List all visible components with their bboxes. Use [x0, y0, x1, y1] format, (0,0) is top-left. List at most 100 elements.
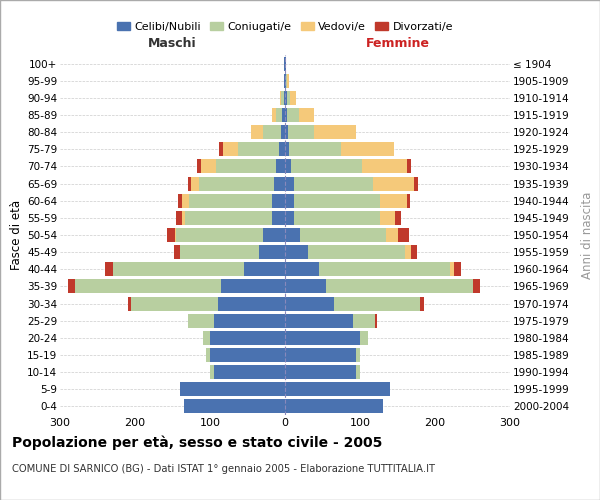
Bar — [210, 348, 285, 362]
Bar — [319, 262, 450, 276]
Bar — [184, 400, 285, 413]
Bar — [380, 194, 407, 207]
Bar — [386, 228, 398, 242]
Bar — [187, 176, 191, 190]
Bar — [285, 56, 286, 70]
Text: Popolazione per età, sesso e stato civile - 2005: Popolazione per età, sesso e stato civil… — [12, 436, 382, 450]
Bar — [285, 331, 360, 345]
Bar — [289, 142, 341, 156]
Bar — [105, 262, 113, 276]
Bar — [271, 194, 285, 207]
Bar — [223, 142, 238, 156]
Bar — [75, 280, 221, 293]
Bar — [285, 382, 390, 396]
Bar — [285, 400, 383, 413]
Bar — [299, 108, 314, 122]
Bar — [182, 194, 189, 207]
Bar — [128, 296, 131, 310]
Bar — [113, 262, 244, 276]
Bar — [185, 211, 271, 225]
Bar — [67, 280, 75, 293]
Bar — [197, 160, 201, 173]
Bar — [174, 245, 180, 259]
Bar — [420, 296, 424, 310]
Bar — [182, 211, 185, 225]
Bar — [291, 160, 362, 173]
Bar — [285, 296, 334, 310]
Bar — [244, 262, 285, 276]
Bar — [285, 348, 356, 362]
Bar — [284, 91, 285, 105]
Bar — [180, 245, 259, 259]
Bar — [131, 296, 218, 310]
Bar — [285, 160, 291, 173]
Bar — [353, 314, 375, 328]
Bar — [285, 211, 294, 225]
Text: COMUNE DI SARNICO (BG) - Dati ISTAT 1° gennaio 2005 - Elaborazione TUTTITALIA.IT: COMUNE DI SARNICO (BG) - Dati ISTAT 1° g… — [12, 464, 435, 474]
Bar — [380, 211, 395, 225]
Bar — [285, 91, 287, 105]
Bar — [176, 211, 182, 225]
Bar — [285, 314, 353, 328]
Bar — [203, 331, 210, 345]
Bar — [271, 211, 285, 225]
Bar — [294, 176, 373, 190]
Bar — [473, 280, 480, 293]
Bar — [362, 160, 407, 173]
Bar — [285, 262, 319, 276]
Bar — [285, 125, 288, 139]
Bar — [281, 91, 284, 105]
Bar — [407, 160, 411, 173]
Bar — [206, 348, 210, 362]
Bar — [360, 331, 367, 345]
Bar — [238, 142, 279, 156]
Bar — [178, 194, 182, 207]
Bar — [405, 245, 411, 259]
Bar — [216, 160, 276, 173]
Bar — [214, 314, 285, 328]
Bar — [284, 74, 285, 88]
Bar — [280, 91, 281, 105]
Bar — [290, 91, 296, 105]
Legend: Celibi/Nubili, Coniugati/e, Vedovi/e, Divorzati/e: Celibi/Nubili, Coniugati/e, Vedovi/e, Di… — [112, 18, 458, 36]
Bar — [414, 176, 418, 190]
Bar — [285, 280, 326, 293]
Bar — [285, 245, 308, 259]
Bar — [287, 91, 290, 105]
Bar — [341, 142, 394, 156]
Bar — [175, 228, 176, 242]
Text: Maschi: Maschi — [148, 37, 197, 50]
Bar — [263, 125, 281, 139]
Bar — [395, 211, 401, 225]
Bar — [407, 194, 410, 207]
Bar — [287, 108, 299, 122]
Bar — [214, 365, 285, 379]
Bar — [285, 365, 356, 379]
Text: Femmine: Femmine — [365, 37, 430, 50]
Bar — [454, 262, 461, 276]
Bar — [288, 125, 314, 139]
Bar — [199, 176, 274, 190]
Bar — [219, 142, 223, 156]
Bar — [167, 228, 175, 242]
Bar — [285, 108, 287, 122]
Bar — [411, 245, 417, 259]
Bar — [334, 296, 420, 310]
Bar — [191, 176, 199, 190]
Bar — [189, 194, 271, 207]
Bar — [284, 56, 285, 70]
Bar — [294, 211, 380, 225]
Bar — [375, 314, 377, 328]
Bar — [218, 296, 285, 310]
Bar — [398, 228, 409, 242]
Bar — [300, 228, 386, 242]
Bar — [285, 228, 300, 242]
Bar — [210, 331, 285, 345]
Bar — [180, 382, 285, 396]
Bar — [308, 245, 405, 259]
Bar — [294, 194, 380, 207]
Bar — [187, 314, 214, 328]
Bar — [272, 108, 276, 122]
Bar — [176, 228, 263, 242]
Y-axis label: Fasce di età: Fasce di età — [10, 200, 23, 270]
